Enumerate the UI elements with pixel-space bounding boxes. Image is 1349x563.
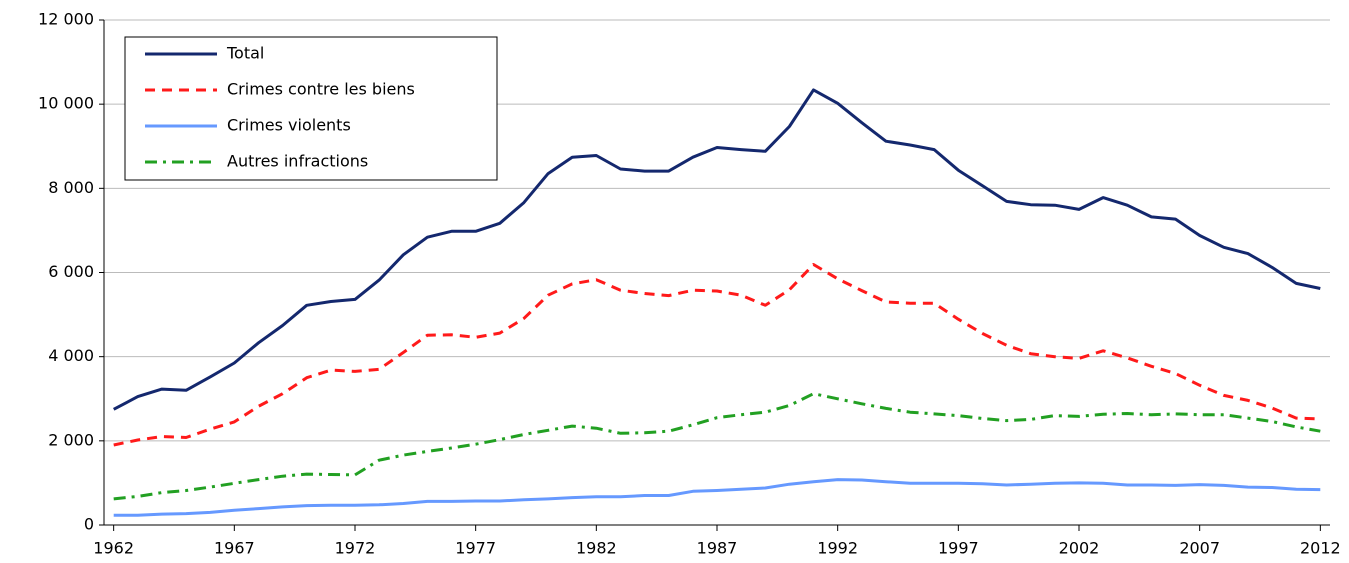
x-tick-label: 2012	[1300, 539, 1341, 558]
x-tick-label: 1987	[697, 539, 738, 558]
x-tick-label: 1982	[576, 539, 617, 558]
y-tick-label: 6 000	[48, 262, 94, 281]
series-line	[113, 392, 1321, 501]
legend-label: Autres infractions	[227, 152, 368, 171]
y-tick-label: 2 000	[48, 430, 94, 449]
x-tick-label: 1972	[335, 539, 376, 558]
y-tick-label: 0	[84, 515, 94, 534]
series-line	[113, 478, 1321, 517]
x-tick-label: 1962	[93, 539, 134, 558]
y-tick-label: 10 000	[38, 94, 94, 113]
legend-label: Total	[226, 44, 264, 63]
series-line	[113, 88, 1321, 411]
legend-box	[124, 36, 498, 181]
legend-label: Crimes contre les biens	[227, 80, 415, 99]
x-tick-label: 2007	[1179, 539, 1220, 558]
series-line	[113, 263, 1321, 447]
y-tick-label: 8 000	[48, 178, 94, 197]
x-tick-label: 1977	[455, 539, 496, 558]
legend-label: Crimes violents	[227, 116, 351, 135]
y-tick-label: 4 000	[48, 346, 94, 365]
x-tick-label: 1997	[938, 539, 979, 558]
x-tick-label: 2002	[1059, 539, 1100, 558]
y-tick-label: 12 000	[38, 10, 94, 29]
x-tick-label: 1967	[214, 539, 255, 558]
x-tick-label: 1992	[817, 539, 858, 558]
